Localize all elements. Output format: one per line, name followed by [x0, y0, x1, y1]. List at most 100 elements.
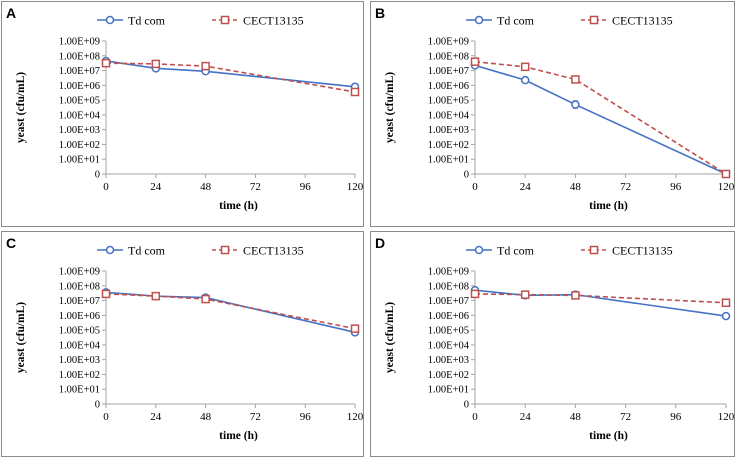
legend-entry-td-com: Td com [466, 244, 535, 258]
x-tick-label: 24 [520, 181, 532, 193]
y-axis-title: yeast (cfu/mL) [384, 72, 396, 143]
data-point-cect13135 [721, 169, 731, 179]
legend-marker [589, 15, 599, 25]
series-line-td-com [105, 60, 356, 88]
y-tick-label: 1.00E+02 [428, 140, 469, 151]
y-tick-label: 1.00E+03 [59, 125, 100, 136]
y-tick-label: 1.00E+06 [428, 81, 469, 92]
legend-marker [474, 245, 484, 255]
y-tick-label: 0 [464, 170, 469, 181]
legend-label: CECT13135 [243, 244, 304, 258]
x-tick-label: 48 [200, 411, 212, 423]
legend-marker [220, 15, 230, 25]
legend-marker [474, 15, 484, 25]
legend-entry-cect13135: CECT13135 [581, 244, 673, 258]
y-tick-label: 1.00E+05 [428, 96, 469, 107]
x-tick-label: 72 [620, 181, 631, 193]
data-point-cect13135 [520, 62, 530, 72]
y-tick-label: 1.00E+02 [428, 370, 469, 381]
data-point-cect13135 [721, 298, 731, 308]
chart-a: Td com CECT13135 0 1.00E+01 1.00E+02 1.00E+03… [15, 14, 364, 213]
x-tick-label: 72 [250, 411, 261, 423]
y-tick-label: 0 [95, 170, 100, 181]
legend-label: Td com [497, 14, 535, 28]
y-tick-label: 1.00E+04 [428, 340, 470, 351]
chart-panel-b: B Td com CECT13135 0 1.00E+01 1.00E+02 1.00E+… [370, 1, 735, 227]
data-point-cect13135 [151, 291, 161, 301]
x-tick-label: 24 [520, 411, 532, 423]
y-axis-title: yeast (cfu/mL) [15, 302, 27, 373]
y-tick-label: 1.00E+09 [59, 37, 100, 48]
x-tick-label: 0 [103, 181, 109, 193]
y-tick-label: 1.00E+04 [59, 340, 101, 351]
x-tick-label: 72 [620, 411, 631, 423]
y-tick-label: 1.00E+07 [428, 296, 469, 307]
panel-label: D [375, 235, 386, 251]
x-tick-label: 0 [472, 411, 478, 423]
series-line-td-com [474, 289, 727, 317]
data-point-td-com [571, 100, 580, 109]
series-line-cect13135 [105, 62, 356, 93]
y-tick-label: 1.00E+02 [59, 370, 100, 381]
series-line-cect13135 [105, 293, 356, 330]
y-tick-label: 1.00E+08 [59, 51, 100, 62]
y-tick-label: 1.00E+03 [428, 355, 469, 366]
y-tick-label: 1.00E+06 [59, 311, 100, 322]
y-tick-label: 1.00E+03 [428, 125, 469, 136]
y-tick-label: 1.00E+02 [59, 140, 100, 151]
y-tick-label: 1.00E+01 [428, 155, 469, 166]
x-axis-title: time (h) [589, 430, 628, 442]
legend-marker [105, 15, 115, 25]
y-axis-title: yeast (cfu/mL) [384, 302, 396, 373]
x-tick-label: 120 [347, 181, 364, 193]
x-axis-title: time (h) [219, 200, 258, 212]
x-tick-label: 120 [718, 181, 735, 193]
legend-entry-td-com: Td com [466, 14, 535, 28]
legend-entry-td-com: Td com [97, 14, 166, 28]
data-point-cect13135 [571, 75, 580, 84]
series-line-td-com [105, 291, 356, 334]
y-tick-label: 1.00E+07 [59, 296, 100, 307]
x-tick-label: 48 [570, 181, 582, 193]
x-tick-label: 120 [347, 411, 364, 423]
y-tick-label: 1.00E+01 [59, 385, 100, 396]
legend-label: Td com [128, 244, 166, 258]
series-line-cect13135 [474, 293, 727, 304]
series-line-td-com [474, 64, 727, 175]
panel-label: B [375, 5, 386, 21]
data-point-td-com [520, 75, 530, 85]
y-tick-label: 0 [464, 400, 469, 411]
y-axis-title: yeast (cfu/mL) [15, 72, 27, 143]
data-point-td-com [721, 311, 731, 321]
data-point-cect13135 [101, 58, 111, 68]
x-tick-label: 96 [300, 411, 312, 423]
data-point-cect13135 [520, 290, 530, 299]
x-tick-label: 96 [670, 181, 682, 193]
legend-marker [105, 245, 115, 255]
chart-panel-a: A Td com CECT13135 0 1.00E+01 1.00E+02 1.00E+… [1, 1, 364, 227]
x-axis-title: time (h) [219, 430, 258, 442]
x-tick-label: 24 [150, 411, 162, 423]
y-tick-label: 1.00E+05 [428, 326, 469, 337]
y-tick-label: 1.00E+09 [428, 267, 469, 278]
x-tick-label: 0 [103, 411, 109, 423]
series-line-cect13135 [474, 60, 727, 175]
y-tick-label: 1.00E+05 [59, 326, 100, 337]
x-tick-label: 120 [718, 411, 735, 423]
y-tick-label: 1.00E+01 [59, 155, 100, 166]
y-tick-label: 1.00E+09 [59, 267, 100, 278]
data-point-cect13135 [470, 289, 480, 299]
y-tick-label: 1.00E+04 [59, 110, 101, 121]
data-point-cect13135 [350, 87, 360, 97]
legend-label: Td com [128, 14, 166, 28]
y-tick-label: 1.00E+07 [428, 66, 469, 77]
y-tick-label: 1.00E+08 [59, 281, 100, 292]
panel-label: C [6, 235, 17, 251]
y-tick-label: 1.00E+06 [59, 81, 100, 92]
chart-panel-c: C Td com CECT13135 0 1.00E+01 1.00E+02 1.00E+… [1, 231, 364, 457]
panel-label: A [6, 5, 17, 21]
legend-label: CECT13135 [612, 244, 673, 258]
data-point-cect13135 [470, 57, 480, 66]
x-tick-label: 48 [200, 181, 212, 193]
chart-c: Td com CECT13135 0 1.00E+01 1.00E+02 1.00E+03… [15, 244, 364, 443]
